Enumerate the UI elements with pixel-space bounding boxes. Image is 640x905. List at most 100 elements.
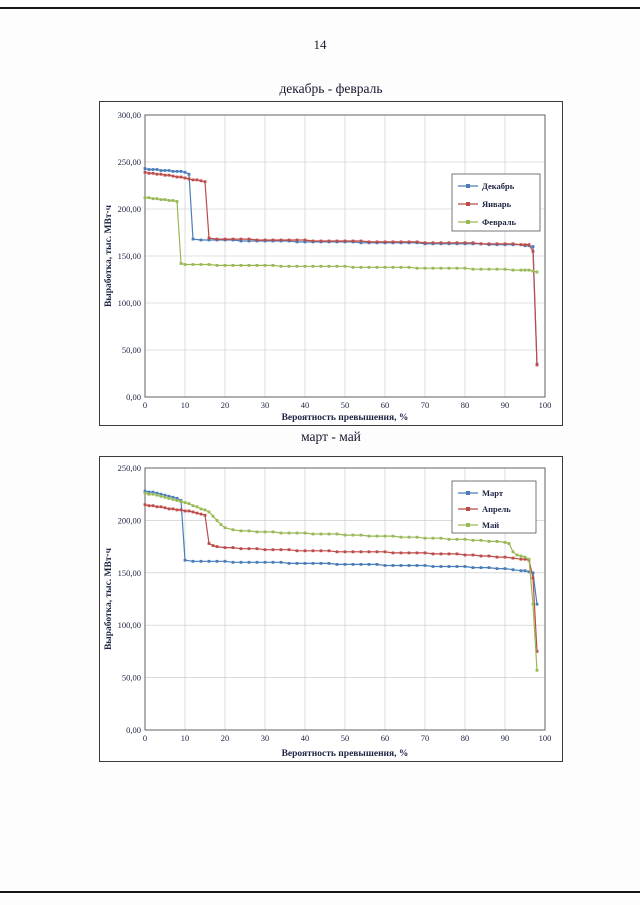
series-marker [415, 266, 419, 270]
series-marker [327, 264, 331, 268]
series-marker [479, 267, 483, 271]
x-tick-label: 20 [221, 400, 230, 410]
series-marker [319, 549, 323, 553]
series-marker [155, 172, 159, 176]
series-marker [239, 239, 243, 243]
series-marker [531, 245, 535, 248]
series-marker [303, 240, 307, 244]
series-marker [207, 238, 211, 242]
series-marker [167, 173, 171, 177]
series-marker [143, 489, 147, 493]
series-marker [247, 547, 251, 551]
series-marker [527, 268, 531, 272]
series-marker [199, 263, 203, 266]
series-marker [503, 242, 507, 246]
series-marker [463, 565, 467, 568]
series-marker [359, 239, 363, 243]
series-marker [175, 499, 179, 502]
series-marker [231, 264, 235, 267]
legend-marker [466, 202, 470, 206]
series-marker [519, 268, 523, 272]
x-axis-title: Вероятность превышения, % [282, 749, 409, 759]
series-marker [391, 534, 395, 538]
series-marker [207, 510, 211, 514]
series-marker [171, 507, 175, 511]
series-marker [319, 264, 323, 268]
series-marker [523, 243, 527, 247]
series-marker [423, 551, 427, 555]
series-marker [167, 507, 171, 511]
series-marker [287, 548, 291, 552]
series-marker [447, 537, 451, 541]
series-marker [479, 554, 483, 558]
series-marker [327, 532, 331, 536]
series-marker [335, 563, 339, 566]
series-marker [175, 508, 179, 512]
series-marker [487, 267, 491, 271]
series-marker [151, 168, 155, 171]
series-marker [159, 198, 163, 201]
series-marker [407, 551, 411, 555]
series-marker [175, 497, 179, 500]
series-marker [295, 531, 299, 535]
series-marker [247, 239, 251, 243]
series-marker [311, 549, 315, 553]
series-marker [155, 505, 159, 509]
series-marker [207, 236, 211, 240]
series-marker [247, 264, 251, 267]
y-tick-label: 250,00 [118, 157, 141, 167]
series-marker [295, 549, 299, 553]
series-marker [147, 168, 151, 171]
series-marker [511, 242, 515, 246]
series-marker [415, 240, 419, 244]
series-marker [159, 172, 163, 176]
series-marker [351, 550, 355, 554]
x-tick-label: 40 [301, 733, 310, 743]
series-marker [351, 239, 355, 243]
legend-label: Январь [482, 199, 512, 209]
chart-canvas: 0 10 20 30 40 50 60 70 80 90 100 0,00 50,00 100,00 150… [103, 463, 551, 759]
series-marker [327, 549, 331, 553]
x-tick-label: 40 [301, 400, 310, 410]
series-marker [343, 550, 347, 554]
series-marker [367, 240, 371, 244]
y-tick-label: 0,00 [126, 392, 141, 402]
y-tick-label: 0,00 [126, 725, 141, 735]
series-marker [255, 238, 259, 242]
series-marker [295, 240, 299, 244]
series-marker [147, 490, 151, 494]
legend-label: Май [482, 520, 499, 530]
series-marker [231, 546, 235, 549]
series-marker [187, 177, 191, 181]
series-marker [455, 537, 459, 541]
series-marker [531, 576, 535, 580]
legend-label: Март [482, 488, 504, 498]
series-marker [191, 263, 195, 266]
series-marker [319, 562, 323, 565]
x-tick-label: 60 [381, 400, 390, 410]
series-marker [399, 240, 403, 244]
series-marker [167, 497, 171, 500]
series-marker [511, 556, 515, 560]
series-marker [447, 266, 451, 270]
series-marker [527, 243, 531, 247]
series-marker [431, 565, 435, 568]
series-marker [311, 239, 315, 243]
series-marker [495, 555, 499, 559]
series-marker [271, 548, 275, 552]
series-marker [215, 545, 219, 548]
series-marker [155, 491, 159, 495]
series-marker [171, 174, 175, 178]
series-marker [183, 263, 187, 266]
series-marker [535, 270, 539, 274]
series-marker [431, 536, 435, 540]
series-marker [439, 552, 443, 556]
series-marker [179, 175, 183, 179]
series-marker [207, 559, 211, 563]
series-marker [191, 559, 195, 563]
series-marker [367, 563, 371, 566]
series-marker [359, 550, 363, 554]
series-marker [399, 564, 403, 567]
series-marker [471, 538, 475, 542]
series-marker [199, 559, 203, 563]
